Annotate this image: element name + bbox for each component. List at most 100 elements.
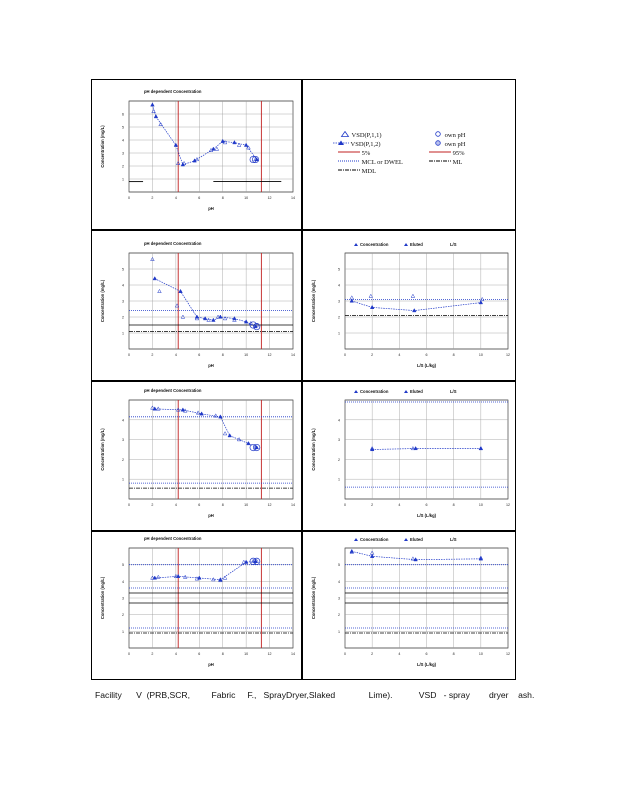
chart-legend-label: Concentration [360,389,389,394]
x-tick-label: 2 [371,353,373,357]
x-tick-label: 12 [506,503,510,507]
y-tick-label: 5 [122,126,124,130]
x-tick-label: 6 [198,196,200,200]
y-tick-label: 1 [122,332,124,336]
x-tick-label: 8 [222,503,224,507]
y-tick-label: 4 [122,284,124,288]
x-tick-label: 14 [291,196,295,200]
y-tick-label: 1 [122,630,124,634]
y-tick-label: 4 [122,418,124,422]
data-point [219,578,223,581]
chart-title: pH dependent Concentration [144,536,202,541]
circle-double-icon [433,140,443,146]
legend-vsd-p12: VSD(P,1,2) [333,140,381,148]
y-axis-label: Concentration (mg/L) [100,279,105,322]
y-tick-label: 1 [338,332,340,336]
x-tick-label: 6 [426,652,428,656]
legend-own-ph-1: own pH [433,131,465,139]
y-tick-label: 2 [122,165,124,169]
y-axis-label: Concentration (mg/L) [100,576,105,619]
legend-95pct: 95% [429,149,465,157]
panel-ls-4: 0 2 4 6 8 10 12 1 2 3 4 5 Concentration Eluted L/S L/S … [302,531,516,680]
data-point [158,289,162,292]
y-axis-label: Concentration (mg/L) [311,576,316,619]
legend-mcl: MCL or DWEL [338,158,403,166]
x-tick-label: 14 [291,353,295,357]
y-tick-label: 5 [338,268,340,272]
panel-ph-4: 0 2 4 6 8 10 12 14 1 2 3 4 5 pH dependent Concentrati… [91,531,302,680]
chart-ls-3: 0 2 4 6 8 10 121234Concentration Eluted L/SL/S (… [303,382,515,530]
data-point [181,315,185,318]
red-line-icon [429,149,451,155]
series-line [155,561,256,579]
y-tick-label: 3 [122,152,124,156]
chart-legend-label: Eluted [410,242,423,247]
data-point [411,294,415,297]
x-tick-label: 4 [175,503,177,507]
data-point [212,147,216,150]
y-tick-label: 1 [122,478,124,482]
x-tick-label: 4 [398,503,400,507]
data-point [228,434,232,437]
x-tick-label: 2 [151,503,153,507]
x-tick-label: 0 [128,503,130,507]
y-tick-label: 3 [338,597,340,601]
chart-legend-label: Concentration [360,537,389,542]
x-tick-label: 6 [198,503,200,507]
x-tick-label: 10 [244,503,248,507]
triangle-icon [340,131,350,137]
x-axis-label: pH [208,206,214,211]
chart-legend-label: Eluted [410,389,423,394]
x-tick-label: 12 [506,353,510,357]
x-tick-label: 8 [222,196,224,200]
x-tick-label: 8 [222,353,224,357]
x-axis-label: pH [208,513,214,518]
red-line-icon [338,149,360,155]
panel-ls-2: 0 2 4 6 8 10 12 1 2 3 4 5 Concentration Eluted L/S L/S … [302,230,516,381]
y-tick-label: 2 [122,458,124,462]
x-axis-label: L/S (L/kg) [417,513,437,518]
data-point [479,447,483,450]
y-tick-label: 1 [122,178,124,182]
x-tick-label: 0 [344,353,346,357]
dash-dot-line-icon [429,158,451,164]
x-tick-label: 12 [268,196,272,200]
x-axis-label: pH [208,662,214,667]
x-tick-label: 4 [398,353,400,357]
chart-legend-label: L/S [450,537,457,542]
x-tick-label: 2 [371,503,373,507]
legend-ml: ML [429,158,462,166]
plot-area [129,101,293,192]
data-point [233,141,237,144]
x-tick-label: 6 [426,503,428,507]
y-tick-label: 6 [122,113,124,117]
chart-legend-label: Concentration [360,242,389,247]
series-line [155,409,257,448]
legend-mdl: MDL [338,167,376,175]
x-tick-label: 0 [344,652,346,656]
x-tick-label: 0 [128,353,130,357]
data-point [153,277,157,280]
legend-box: VSD(P,1,1) own pH VSD(P,1,2) own pH 5% 9… [303,80,515,229]
x-axis-label: L/S (L/kg) [417,363,437,368]
y-tick-label: 4 [338,418,340,422]
data-point [156,407,160,410]
x-tick-label: 12 [506,652,510,656]
figure-caption: Facility V (PRB,SCR, Fabric F., SprayDry… [95,690,534,700]
x-tick-label: 14 [291,652,295,656]
legend-vsd-p11: VSD(P,1,1) [340,131,382,139]
x-tick-label: 12 [268,353,272,357]
y-tick-label: 3 [122,300,124,304]
triangle-dash-icon [333,140,349,146]
chart-title: pH dependent Concentration [144,89,202,94]
x-tick-label: 6 [426,353,428,357]
panel-ph-3: 0 2 4 6 8 10 12 14 1 2 3 4 pH dependent Concentratio… [91,381,302,531]
y-tick-label: 2 [338,613,340,617]
legend-marker-icon [404,390,408,393]
x-tick-label: 10 [479,353,483,357]
data-point [154,115,158,118]
y-axis-label: Concentration (mg/L) [311,279,316,322]
x-tick-label: 4 [175,196,177,200]
